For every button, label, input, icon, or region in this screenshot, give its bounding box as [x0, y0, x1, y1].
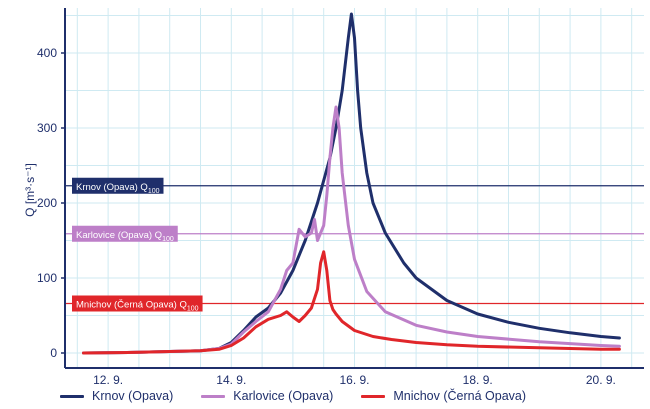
x-tick-label: 14. 9.	[216, 373, 246, 387]
q100-label-box	[72, 295, 203, 312]
q100-label: Mnichov (Černá Opava) Q100	[72, 295, 203, 313]
x-tick-label: 16. 9.	[339, 373, 369, 387]
q100-label-subscript: 100	[162, 236, 174, 243]
legend-label: Karlovice (Opava)	[233, 389, 334, 403]
q100-label-box	[72, 225, 178, 242]
q100-label: Krnov (Opava) Q100	[72, 177, 164, 195]
y-tick-label: 200	[37, 196, 57, 210]
legend-label: Krnov (Opava)	[92, 389, 174, 403]
x-tick-label: 20. 9.	[586, 373, 616, 387]
y-tick-label: 300	[37, 121, 57, 135]
legend-item: Karlovice (Opava)	[201, 389, 333, 403]
series-line-2	[82, 250, 621, 355]
y-axis-title: Q [m³·s⁻¹]	[23, 163, 37, 217]
series-line-0	[82, 12, 621, 355]
axes	[61, 8, 644, 369]
series-lines	[82, 12, 621, 355]
y-tick-label: 400	[37, 46, 57, 60]
legend-label: Mnichov (Černá Opava)	[393, 389, 527, 403]
legend-swatch	[60, 394, 84, 398]
y-tick-label: 100	[37, 271, 57, 285]
x-tick-label: 18. 9.	[463, 373, 493, 387]
series-line-1	[82, 105, 621, 355]
q100-label: Karlovice (Opava) Q100	[72, 225, 178, 243]
q100-label-box	[72, 177, 164, 194]
legend: Krnov (Opava) Karlovice (Opava) Mnichov (Č…	[60, 387, 640, 405]
tick-labels: 0 100 200 300 400 12. 9. 14. 9. 16. 9. 18. 9. 20.…	[37, 46, 616, 387]
grid	[65, 8, 644, 368]
q100-label-subscript: 100	[148, 188, 160, 195]
y-tick-label: 0	[50, 346, 57, 360]
q100-label-text: Krnov (Opava) Q100	[76, 182, 160, 195]
q100-label-main: Karlovice (Opava) Q	[76, 230, 162, 241]
legend-item: Mnichov (Černá Opava)	[361, 389, 526, 403]
q100-label-text: Karlovice (Opava) Q100	[76, 230, 174, 243]
q100-label-main: Krnov (Opava) Q	[76, 182, 148, 193]
q100-label-text: Mnichov (Černá Opava) Q100	[76, 300, 199, 313]
legend-item: Krnov (Opava)	[60, 389, 173, 403]
q100-label-subscript: 100	[187, 306, 199, 313]
legend-swatch	[201, 394, 226, 398]
q100-label-main: Mnichov (Černá Opava) Q	[76, 300, 187, 311]
x-tick-label: 12. 9.	[93, 373, 123, 387]
legend-swatch	[361, 394, 386, 398]
